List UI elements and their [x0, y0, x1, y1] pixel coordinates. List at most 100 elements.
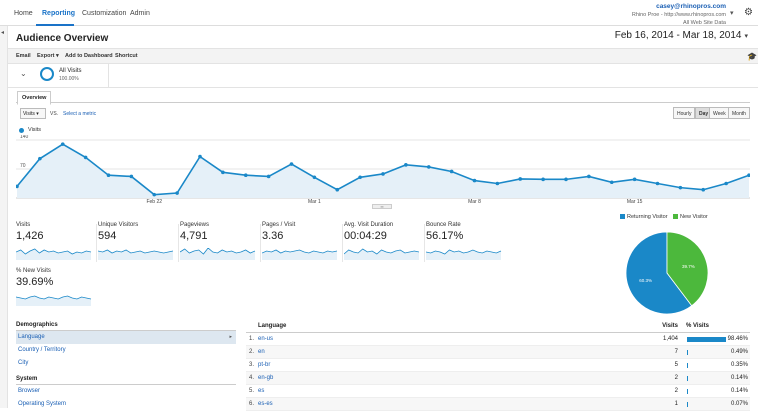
- visits-point[interactable]: [175, 191, 179, 195]
- tab-customization[interactable]: Customization: [82, 10, 127, 17]
- visits-point[interactable]: [564, 177, 568, 182]
- tab-overview[interactable]: Overview: [17, 91, 52, 105]
- visits-point[interactable]: [243, 173, 248, 178]
- pie-legend-new: New Visitor: [673, 214, 708, 220]
- visits-value: 7: [674, 349, 678, 355]
- language-link[interactable]: en-gb: [258, 375, 274, 381]
- email-button[interactable]: Email: [16, 53, 31, 59]
- column-language: Language: [258, 323, 287, 329]
- demo-item-country[interactable]: Country / Territory: [18, 347, 66, 353]
- legend-swatch-new: [673, 214, 678, 220]
- scorecard-label: Visits: [16, 222, 31, 228]
- account-email: casey@rhinopros.com: [656, 3, 726, 10]
- pct-visits-value: 0.07%: [730, 401, 748, 407]
- visits-point[interactable]: [587, 174, 591, 179]
- export-button[interactable]: Export ▾: [37, 53, 59, 59]
- visits-point[interactable]: [16, 184, 19, 189]
- visits-point[interactable]: [609, 180, 614, 185]
- visits-point[interactable]: [518, 177, 523, 181]
- segment-divider: [108, 64, 109, 88]
- add-to-dashboard-button[interactable]: Add to Dashboard: [65, 53, 113, 59]
- account-info[interactable]: casey@rhinopros.com Rhino Proe - http://…: [632, 3, 726, 27]
- visits-point[interactable]: [221, 170, 225, 175]
- language-link[interactable]: en: [258, 349, 265, 355]
- pie-slice-label: 39.7%: [682, 264, 695, 269]
- visits-point[interactable]: [747, 173, 750, 178]
- scorecard-label: Unique Visitors: [98, 222, 139, 228]
- table-row[interactable]: 2. en 7 0.49%: [246, 346, 750, 359]
- tab-reporting[interactable]: Reporting: [42, 10, 76, 17]
- sparkline-area: [180, 248, 255, 260]
- scorecard-divider: [96, 224, 97, 262]
- visits-point[interactable]: [655, 181, 660, 186]
- table-row[interactable]: 6. es-es 1 0.07%: [246, 398, 750, 411]
- visits-point[interactable]: [495, 181, 500, 186]
- visits-point[interactable]: [312, 175, 317, 180]
- visits-point[interactable]: [266, 174, 271, 179]
- tab-home[interactable]: Home: [14, 10, 33, 17]
- scorecard[interactable]: Avg. Visit Duration 00:04:29: [344, 222, 424, 264]
- visits-point[interactable]: [404, 163, 408, 167]
- visits-point[interactable]: [198, 154, 202, 159]
- visits-point[interactable]: [381, 172, 385, 176]
- select-metric-link[interactable]: Select a metric: [63, 111, 97, 117]
- pct-visits-value: 0.49%: [730, 349, 748, 355]
- scorecard[interactable]: Pages / Visit 3.36: [262, 222, 342, 264]
- visits-point[interactable]: [335, 187, 340, 192]
- scorecard[interactable]: % New Visits 39.69%: [16, 268, 96, 310]
- collapse-left-icon[interactable]: ◂: [1, 30, 5, 36]
- tab-admin[interactable]: Admin: [130, 10, 150, 17]
- collapse-sidebar[interactable]: ◂: [0, 26, 8, 408]
- visits-point[interactable]: [678, 185, 683, 190]
- language-link[interactable]: es: [258, 388, 265, 394]
- visits-point[interactable]: [152, 192, 157, 197]
- graduation-cap-icon[interactable]: 🎓: [747, 52, 757, 61]
- chart-resize-handle[interactable]: ═: [372, 204, 392, 209]
- scorecard[interactable]: Pageviews 4,791: [180, 222, 260, 264]
- date-range-picker[interactable]: Feb 16, 2014 - Mar 18, 2014 ▾: [615, 30, 748, 41]
- language-link[interactable]: pt-br: [258, 362, 271, 368]
- table-row[interactable]: 4. en-gb 2 0.14%: [246, 372, 750, 385]
- granularity-hourly-button[interactable]: Hourly: [673, 107, 696, 119]
- system-item-os[interactable]: Operating System: [18, 401, 67, 407]
- demographics-header: Demographics: [16, 322, 236, 331]
- visits-point[interactable]: [60, 142, 65, 146]
- gear-icon[interactable]: ⚙: [744, 7, 753, 18]
- visits-point[interactable]: [289, 162, 294, 166]
- account-chevron-down-icon[interactable]: ▾: [730, 10, 734, 17]
- language-link[interactable]: en-us: [258, 336, 274, 342]
- segment-collapse-chevron-icon[interactable]: ⌄: [20, 69, 27, 78]
- scorecard-label: Pageviews: [180, 222, 210, 228]
- visits-value: 1: [674, 401, 678, 407]
- visits-point[interactable]: [701, 187, 706, 192]
- pie-slice[interactable]: [625, 231, 693, 315]
- scorecard[interactable]: Bounce Rate 56.17%: [426, 222, 506, 264]
- scorecard[interactable]: Unique Visitors 594: [98, 222, 178, 264]
- table-row[interactable]: 3. pt-br 5 0.35%: [246, 359, 750, 372]
- metric-selector[interactable]: Visits ▾: [20, 108, 46, 119]
- table-row[interactable]: 5. es 2 0.14%: [246, 385, 750, 398]
- visits-point[interactable]: [724, 181, 728, 186]
- granularity-month-button[interactable]: Month: [728, 107, 750, 119]
- visits-point[interactable]: [632, 177, 637, 182]
- language-link[interactable]: es-es: [258, 401, 273, 407]
- visits-point[interactable]: [83, 155, 88, 160]
- visits-point[interactable]: [449, 169, 454, 174]
- shortcut-button[interactable]: Shortcut: [115, 53, 138, 59]
- table-row[interactable]: 1. en-us 1,404 98.46%: [246, 333, 750, 346]
- pie-slice[interactable]: [666, 231, 709, 307]
- demo-item-language[interactable]: Language ▸: [16, 331, 236, 344]
- visits-point[interactable]: [38, 156, 42, 161]
- granularity-week-button[interactable]: Week: [709, 107, 730, 119]
- visits-point[interactable]: [358, 175, 362, 180]
- scorecard[interactable]: Visits 1,426: [16, 222, 96, 264]
- demo-item-city[interactable]: City: [18, 360, 29, 366]
- language-rows: 1. en-us 1,404 98.46% 2. en 7 0.49% 3. pt-br 5 0.35…: [246, 333, 750, 411]
- visits-point[interactable]: [129, 174, 134, 179]
- visits-point[interactable]: [541, 177, 545, 182]
- scorecard-divider: [424, 224, 425, 262]
- visits-point[interactable]: [426, 165, 431, 169]
- visits-point[interactable]: [106, 173, 111, 178]
- system-item-browser[interactable]: Browser: [18, 388, 41, 394]
- visits-point[interactable]: [472, 178, 477, 183]
